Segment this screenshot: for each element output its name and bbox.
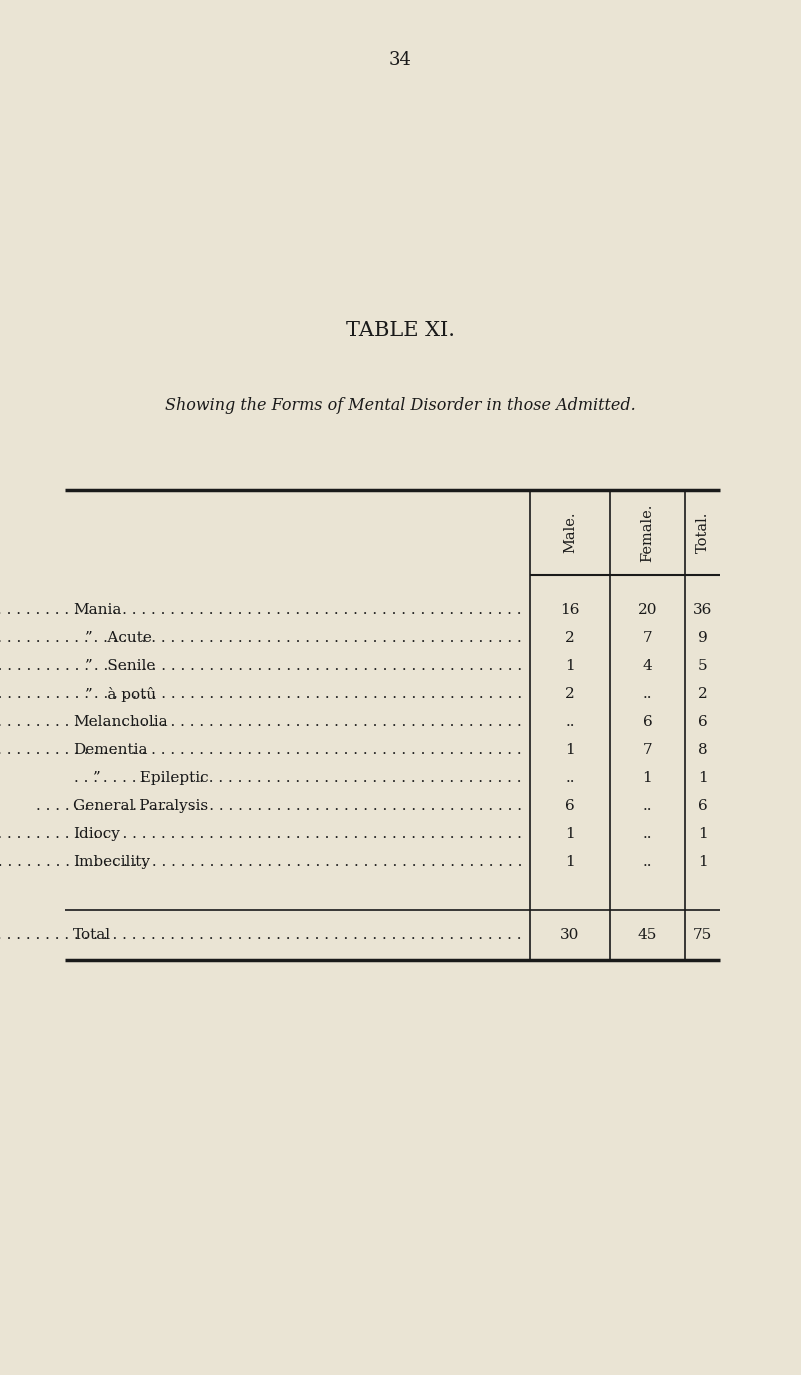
Text: Dementia: Dementia <box>73 742 147 758</box>
Text: 7: 7 <box>642 742 652 758</box>
Text: 1: 1 <box>566 742 575 758</box>
Text: . . . . . . . . . . . . . . . . . . . . . . . . . . . . . . . . . . . . . . . . : . . . . . . . . . . . . . . . . . . . . … <box>74 771 522 785</box>
Text: Total: Total <box>73 928 111 942</box>
Text: Female.: Female. <box>641 503 654 562</box>
Text: 5: 5 <box>698 659 707 672</box>
Text: General Paralysis: General Paralysis <box>73 799 208 813</box>
Text: . . . . . . . . . . . . . . . . . . . . . . . . . . . . . . . . . . . . . . . . : . . . . . . . . . . . . . . . . . . . . … <box>0 659 522 672</box>
Text: 34: 34 <box>389 51 412 69</box>
Text: 1: 1 <box>698 771 707 785</box>
Text: 30: 30 <box>561 928 580 942</box>
Text: . . . . . . . . . . . . . . . . . . . . . . . . . . . . . . . . . . . . . . . . : . . . . . . . . . . . . . . . . . . . . … <box>0 688 522 701</box>
Text: ”   Senile: ” Senile <box>85 659 155 672</box>
Text: ..: .. <box>642 855 652 869</box>
Text: 2: 2 <box>566 631 575 645</box>
Text: 4: 4 <box>642 659 652 672</box>
Text: 16: 16 <box>560 604 580 617</box>
Text: 9: 9 <box>698 631 707 645</box>
Text: 1: 1 <box>566 659 575 672</box>
Text: Total.: Total. <box>695 512 710 553</box>
Text: ”        Epileptic: ” Epileptic <box>93 771 208 785</box>
Text: Male.: Male. <box>563 512 577 553</box>
Text: . . . . . . . . . . . . . . . . . . . . . . . . . . . . . . . . . . . . . . . . : . . . . . . . . . . . . . . . . . . . . … <box>0 715 522 729</box>
Text: 45: 45 <box>638 928 657 942</box>
Text: Idiocy: Idiocy <box>73 826 120 842</box>
Text: . . . . . . . . . . . . . . . . . . . . . . . . . . . . . . . . . . . . . . . . : . . . . . . . . . . . . . . . . . . . . … <box>36 799 522 813</box>
Text: 6: 6 <box>698 715 707 729</box>
Text: Melancholia: Melancholia <box>73 715 167 729</box>
Text: 6: 6 <box>698 799 707 813</box>
Text: . . . . . . . . . . . . . . . . . . . . . . . . . . . . . . . . . . . . . . . . : . . . . . . . . . . . . . . . . . . . . … <box>0 742 522 758</box>
Text: 7: 7 <box>642 631 652 645</box>
Text: 1: 1 <box>566 855 575 869</box>
Text: 1: 1 <box>698 855 707 869</box>
Text: ..: .. <box>566 771 575 785</box>
Text: . . . . . . . . . . . . . . . . . . . . . . . . . . . . . . . . . . . . . . . . : . . . . . . . . . . . . . . . . . . . . … <box>0 631 522 645</box>
Text: 75: 75 <box>693 928 712 942</box>
Text: 2: 2 <box>566 688 575 701</box>
Text: ..: .. <box>642 688 652 701</box>
Text: ”   Acute: ” Acute <box>85 631 152 645</box>
Text: . . . . . . . . . . . . . . . . . . . . . . . . . . . . . . . . . . . . . . . . : . . . . . . . . . . . . . . . . . . . . … <box>0 855 522 869</box>
Text: 6: 6 <box>642 715 652 729</box>
Text: Showing the Forms of Mental Disorder in those Admitted.: Showing the Forms of Mental Disorder in … <box>165 396 636 414</box>
Text: Imbecility: Imbecility <box>73 855 150 869</box>
Text: 1: 1 <box>566 826 575 842</box>
Text: ..: .. <box>642 826 652 842</box>
Text: TABLE XI.: TABLE XI. <box>346 320 455 340</box>
Text: 1: 1 <box>698 826 707 842</box>
Text: ”   à potû: ” à potû <box>85 686 156 701</box>
Text: . . . . . . . . . . . . . . . . . . . . . . . . . . . . . . . . . . . . . . . . : . . . . . . . . . . . . . . . . . . . . … <box>0 604 522 617</box>
Text: 8: 8 <box>698 742 707 758</box>
Text: ..: .. <box>642 799 652 813</box>
Text: 2: 2 <box>698 688 707 701</box>
Text: 1: 1 <box>642 771 652 785</box>
Text: ..: .. <box>566 715 575 729</box>
Text: . . . . . . . . . . . . . . . . . . . . . . . . . . . . . . . . . . . . . . . . : . . . . . . . . . . . . . . . . . . . . … <box>0 826 522 842</box>
Text: Mania: Mania <box>73 604 122 617</box>
Text: 6: 6 <box>566 799 575 813</box>
Text: 20: 20 <box>638 604 658 617</box>
Text: . . . . . . . . . . . . . . . . . . . . . . . . . . . . . . . . . . . . . . . . : . . . . . . . . . . . . . . . . . . . . … <box>0 928 522 942</box>
Text: 36: 36 <box>693 604 712 617</box>
